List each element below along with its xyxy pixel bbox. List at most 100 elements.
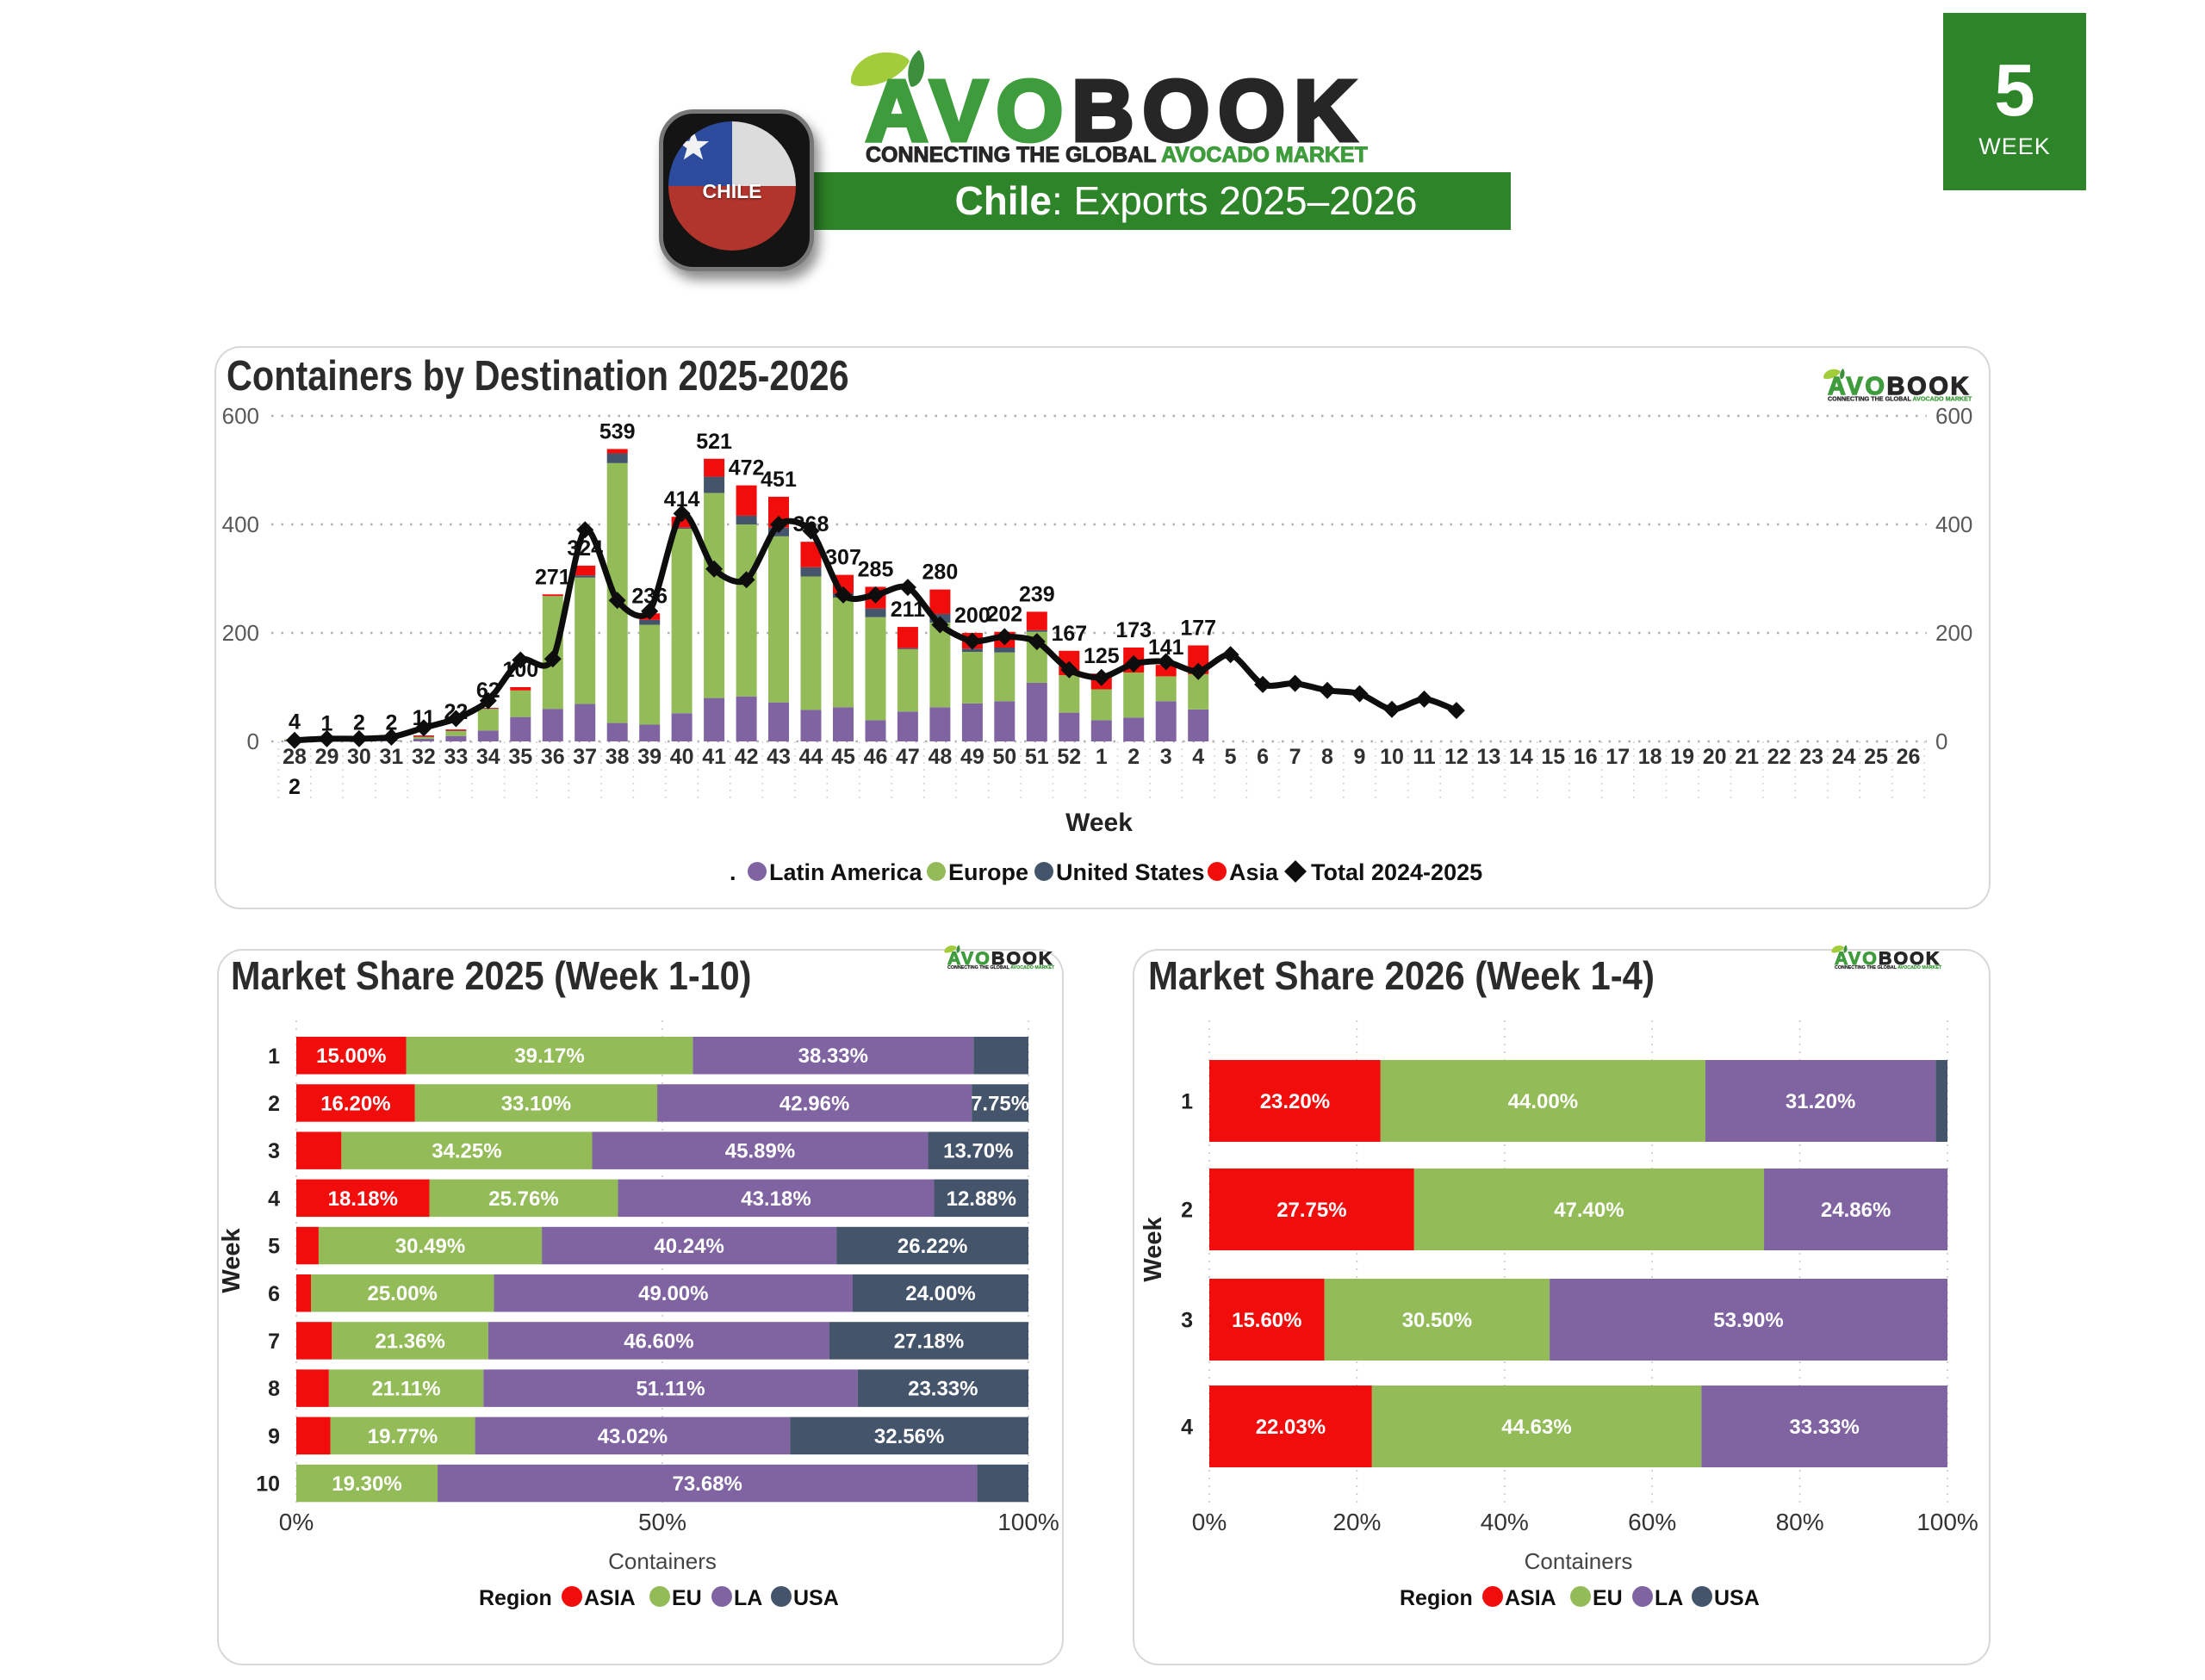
svg-text:19.30%: 19.30% [332, 1472, 401, 1496]
svg-text:1: 1 [1096, 745, 1108, 769]
svg-text:45.89%: 45.89% [725, 1140, 795, 1163]
svg-text:0: 0 [247, 728, 259, 754]
svg-text:7: 7 [1289, 745, 1301, 769]
svg-text:27.75%: 27.75% [1276, 1199, 1346, 1222]
svg-text:Europe: Europe [948, 859, 1028, 885]
svg-text:Asia: Asia [1229, 859, 1279, 885]
svg-text:33.10%: 33.10% [501, 1093, 571, 1116]
svg-text:280: 280 [922, 561, 959, 585]
svg-text:40.24%: 40.24% [654, 1235, 724, 1258]
svg-text:16: 16 [1574, 745, 1598, 769]
svg-text:LA: LA [1655, 1586, 1683, 1610]
svg-text:21.11%: 21.11% [371, 1378, 440, 1401]
svg-text:47: 47 [896, 745, 920, 769]
svg-text:9: 9 [1354, 745, 1366, 769]
svg-text:23.33%: 23.33% [908, 1378, 978, 1401]
svg-text:35: 35 [508, 745, 532, 769]
svg-text:400: 400 [1935, 511, 1972, 537]
svg-text:10: 10 [1380, 745, 1404, 769]
svg-text:73.68%: 73.68% [672, 1472, 742, 1496]
svg-text:Total 2024-2025: Total 2024-2025 [1311, 859, 1482, 885]
svg-text:80%: 80% [1776, 1509, 1824, 1535]
svg-text:2: 2 [289, 775, 301, 799]
svg-text:26.22%: 26.22% [898, 1235, 967, 1258]
svg-text:30.49%: 30.49% [395, 1235, 465, 1258]
svg-text:60%: 60% [1628, 1509, 1676, 1535]
svg-text:16.20%: 16.20% [320, 1093, 390, 1116]
svg-text:42.96%: 42.96% [780, 1093, 849, 1116]
svg-text:20: 20 [1703, 745, 1727, 769]
svg-text:USA: USA [1714, 1586, 1760, 1610]
svg-text:21.36%: 21.36% [375, 1330, 444, 1354]
svg-text:4: 4 [289, 710, 301, 735]
svg-text:13.70%: 13.70% [943, 1140, 1013, 1163]
svg-text:239: 239 [1019, 582, 1055, 606]
svg-text:37: 37 [573, 745, 597, 769]
svg-text:49.00%: 49.00% [638, 1282, 708, 1305]
svg-text:44: 44 [799, 745, 823, 769]
svg-text:.: . [730, 859, 736, 885]
svg-text:19: 19 [1670, 745, 1694, 769]
svg-text:7: 7 [268, 1330, 280, 1354]
svg-text:177: 177 [1180, 617, 1216, 641]
svg-text:43.02%: 43.02% [598, 1425, 668, 1448]
svg-text:3: 3 [268, 1139, 280, 1163]
svg-text:33: 33 [444, 745, 468, 769]
svg-text:50: 50 [992, 745, 1016, 769]
svg-text:45: 45 [831, 745, 855, 769]
svg-text:451: 451 [761, 468, 797, 492]
svg-text:600: 600 [1935, 403, 1972, 429]
svg-text:28: 28 [283, 745, 307, 769]
svg-text:23: 23 [1799, 745, 1823, 769]
svg-text:52: 52 [1057, 745, 1081, 769]
svg-text:3: 3 [1160, 745, 1172, 769]
svg-text:36: 36 [541, 745, 565, 769]
svg-text:26: 26 [1897, 745, 1921, 769]
svg-text:1: 1 [321, 711, 333, 735]
svg-text:51: 51 [1025, 745, 1049, 769]
svg-text:18: 18 [1638, 745, 1662, 769]
svg-text:32.56%: 32.56% [874, 1425, 944, 1448]
svg-text:600: 600 [222, 403, 259, 429]
svg-text:12: 12 [1444, 745, 1469, 769]
svg-text:167: 167 [1051, 622, 1087, 646]
svg-text:0%: 0% [279, 1509, 314, 1535]
svg-text:46: 46 [864, 745, 888, 769]
svg-text:USA: USA [793, 1586, 839, 1610]
svg-text:6: 6 [1257, 745, 1269, 769]
svg-text:Week: Week [1065, 809, 1133, 837]
svg-text:2: 2 [1127, 745, 1140, 769]
svg-text:1: 1 [268, 1045, 280, 1069]
svg-text:30.50%: 30.50% [1402, 1309, 1472, 1332]
svg-text:4: 4 [1181, 1416, 1193, 1440]
svg-text:539: 539 [599, 419, 636, 443]
svg-text:43: 43 [767, 745, 791, 769]
svg-text:0%: 0% [1192, 1509, 1227, 1535]
svg-text:8: 8 [1321, 745, 1333, 769]
svg-text:521: 521 [696, 430, 732, 454]
svg-text:5: 5 [268, 1235, 280, 1259]
svg-text:12.88%: 12.88% [947, 1187, 1016, 1211]
svg-text:6: 6 [268, 1282, 280, 1306]
svg-text:22.03%: 22.03% [1256, 1416, 1326, 1439]
svg-text:40: 40 [670, 745, 694, 769]
svg-text:47.40%: 47.40% [1554, 1199, 1624, 1222]
svg-text:202: 202 [986, 603, 1022, 627]
svg-text:3: 3 [1181, 1309, 1193, 1333]
svg-text:2: 2 [353, 711, 365, 735]
svg-text:39.17%: 39.17% [514, 1045, 584, 1068]
svg-text:200: 200 [954, 604, 991, 628]
svg-text:44.63%: 44.63% [1501, 1416, 1571, 1439]
svg-text:Containers: Containers [608, 1548, 717, 1574]
svg-text:15.60%: 15.60% [1232, 1309, 1301, 1332]
svg-text:4: 4 [1192, 745, 1204, 769]
svg-text:15: 15 [1541, 745, 1565, 769]
svg-text:285: 285 [858, 558, 894, 582]
svg-text:EU: EU [672, 1586, 702, 1610]
svg-text:2: 2 [268, 1092, 280, 1116]
svg-text:173: 173 [1115, 618, 1152, 642]
svg-text:38: 38 [606, 745, 630, 769]
svg-text:400: 400 [222, 511, 259, 537]
svg-text:0: 0 [1935, 728, 1947, 754]
svg-text:24.86%: 24.86% [1821, 1199, 1891, 1222]
